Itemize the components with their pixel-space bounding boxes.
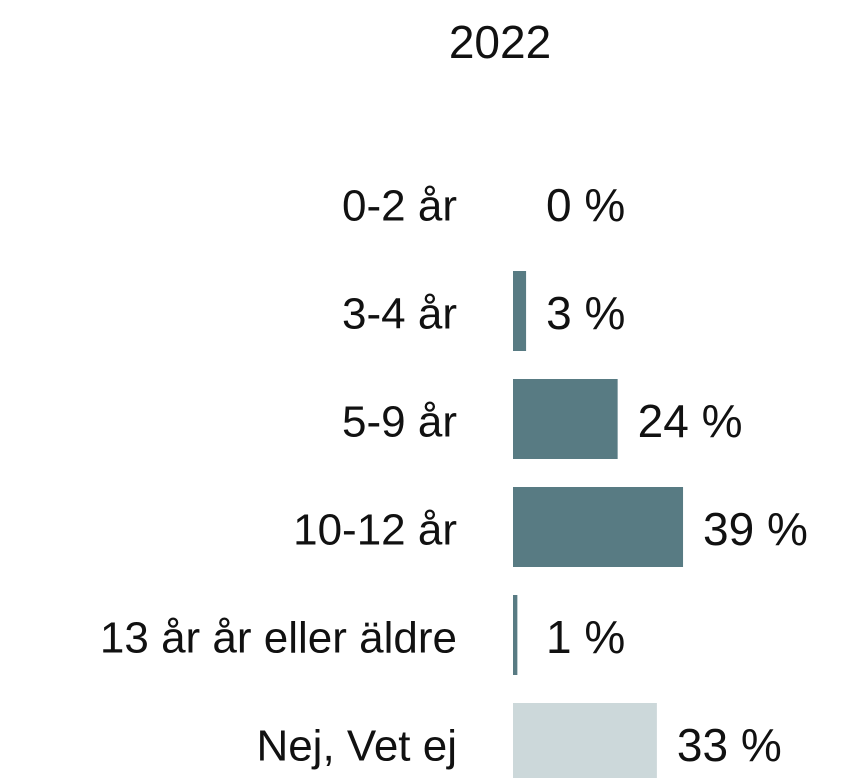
bar bbox=[513, 703, 657, 778]
category-label: 3-4 år bbox=[342, 290, 457, 339]
category-label: 10-12 år bbox=[293, 506, 457, 555]
bar bbox=[513, 595, 518, 675]
chart-title: 2022 bbox=[449, 16, 551, 68]
category-label: 5-9 år bbox=[342, 398, 457, 447]
category-label: 13 år år eller äldre bbox=[100, 614, 457, 663]
value-label: 39 % bbox=[703, 503, 808, 555]
value-label: 1 % bbox=[546, 611, 625, 663]
value-label: 0 % bbox=[546, 179, 625, 231]
category-label: Nej, Vet ej bbox=[256, 722, 457, 771]
bar bbox=[513, 487, 684, 567]
bar bbox=[513, 379, 618, 459]
value-label: 33 % bbox=[677, 719, 782, 771]
value-label: 3 % bbox=[546, 287, 625, 339]
value-label: 24 % bbox=[638, 395, 743, 447]
category-label: 0-2 år bbox=[342, 182, 457, 231]
bar bbox=[513, 271, 527, 351]
